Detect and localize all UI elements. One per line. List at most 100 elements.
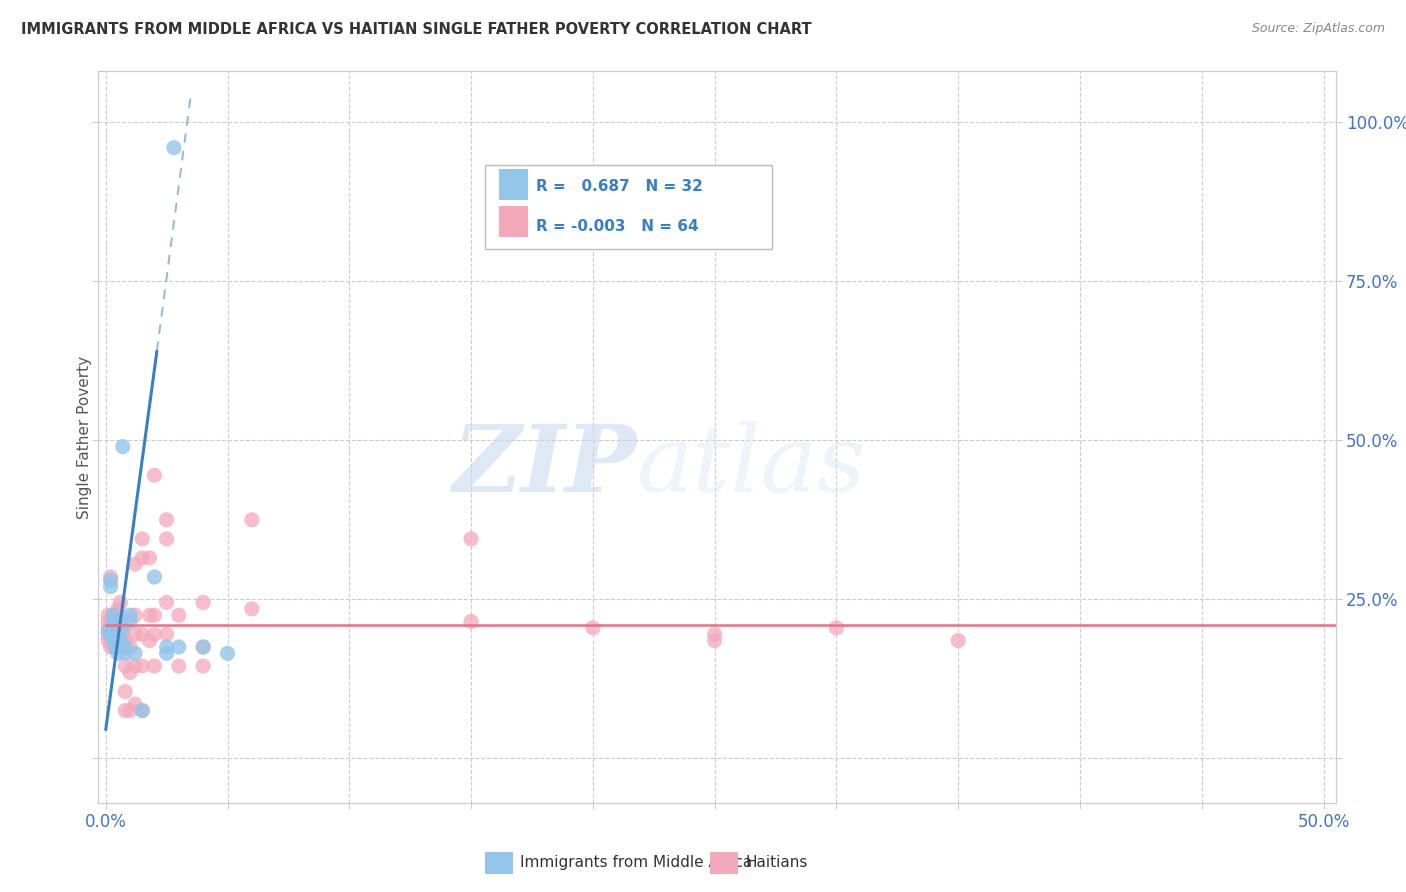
Point <box>104 615 127 629</box>
Point <box>114 684 136 698</box>
Point <box>124 558 146 572</box>
Point <box>167 640 190 654</box>
Point <box>110 595 132 609</box>
Point <box>156 532 179 546</box>
Point <box>131 550 153 565</box>
Point <box>143 659 166 673</box>
Point <box>167 659 190 673</box>
Text: atlas: atlas <box>637 421 866 511</box>
Point <box>131 627 153 641</box>
Point <box>101 640 124 654</box>
Point <box>124 646 146 660</box>
Point <box>163 141 186 155</box>
Point <box>191 659 214 673</box>
Point <box>460 532 482 546</box>
Point <box>110 640 132 654</box>
Text: IMMIGRANTS FROM MIDDLE AFRICA VS HAITIAN SINGLE FATHER POVERTY CORRELATION CHART: IMMIGRANTS FROM MIDDLE AFRICA VS HAITIAN… <box>21 22 811 37</box>
Point <box>97 627 120 641</box>
Point <box>100 627 122 641</box>
Point <box>460 615 482 629</box>
Point <box>131 704 153 718</box>
Point <box>100 580 122 594</box>
Point <box>120 608 142 623</box>
Point <box>114 633 136 648</box>
Point <box>107 633 129 648</box>
Point <box>107 646 129 660</box>
Point <box>124 659 146 673</box>
Point <box>124 697 146 711</box>
Point <box>114 659 136 673</box>
Point <box>114 704 136 718</box>
Point <box>138 550 160 565</box>
Point <box>120 665 142 680</box>
Point <box>100 570 122 584</box>
Point <box>110 621 132 635</box>
Point <box>101 633 124 648</box>
Point <box>104 633 127 648</box>
Point <box>120 640 142 654</box>
Point <box>104 621 127 635</box>
Point <box>156 646 179 660</box>
Point <box>191 595 214 609</box>
Point <box>825 621 848 635</box>
Point <box>110 633 132 648</box>
Point <box>97 615 120 629</box>
Point <box>97 621 120 635</box>
Point <box>111 440 134 454</box>
Point <box>104 621 127 635</box>
Point <box>101 621 124 635</box>
Point <box>131 659 153 673</box>
Point <box>240 602 263 616</box>
Point <box>104 627 127 641</box>
Point <box>101 633 124 648</box>
Point <box>104 627 127 641</box>
Point <box>111 640 134 654</box>
Point <box>110 608 132 623</box>
Point <box>111 627 134 641</box>
Point <box>114 646 136 660</box>
Point <box>124 608 146 623</box>
Point <box>946 633 969 648</box>
Text: R =   0.687   N = 32: R = 0.687 N = 32 <box>536 179 703 194</box>
Point <box>138 608 160 623</box>
Text: Haitians: Haitians <box>745 855 807 870</box>
Point <box>97 633 120 648</box>
Point <box>97 608 120 623</box>
Point <box>703 633 725 648</box>
Point <box>111 621 134 635</box>
Point <box>131 704 153 718</box>
Point <box>100 633 122 648</box>
Point <box>120 615 142 629</box>
Point <box>101 608 124 623</box>
Point <box>107 640 129 654</box>
Text: Immigrants from Middle Africa: Immigrants from Middle Africa <box>520 855 752 870</box>
Point <box>240 513 263 527</box>
Point <box>104 640 127 654</box>
Point <box>101 615 124 629</box>
Point <box>101 627 124 641</box>
Point <box>107 633 129 648</box>
Point <box>703 627 725 641</box>
Point <box>97 624 120 638</box>
Point <box>100 627 122 641</box>
Point <box>120 704 142 718</box>
Text: R = -0.003   N = 64: R = -0.003 N = 64 <box>536 219 699 235</box>
Point <box>131 532 153 546</box>
Point <box>124 627 146 641</box>
Point <box>191 640 214 654</box>
Point <box>156 595 179 609</box>
Point <box>138 633 160 648</box>
Point <box>191 640 214 654</box>
Point <box>101 608 124 623</box>
Point <box>101 615 124 629</box>
Point <box>143 608 166 623</box>
Point <box>100 621 122 635</box>
Point <box>156 640 179 654</box>
Text: ZIP: ZIP <box>453 421 637 511</box>
Point <box>107 602 129 616</box>
Y-axis label: Single Father Poverty: Single Father Poverty <box>77 356 91 518</box>
Point <box>100 573 122 587</box>
Point <box>107 627 129 641</box>
Point <box>107 627 129 641</box>
Point <box>582 621 605 635</box>
